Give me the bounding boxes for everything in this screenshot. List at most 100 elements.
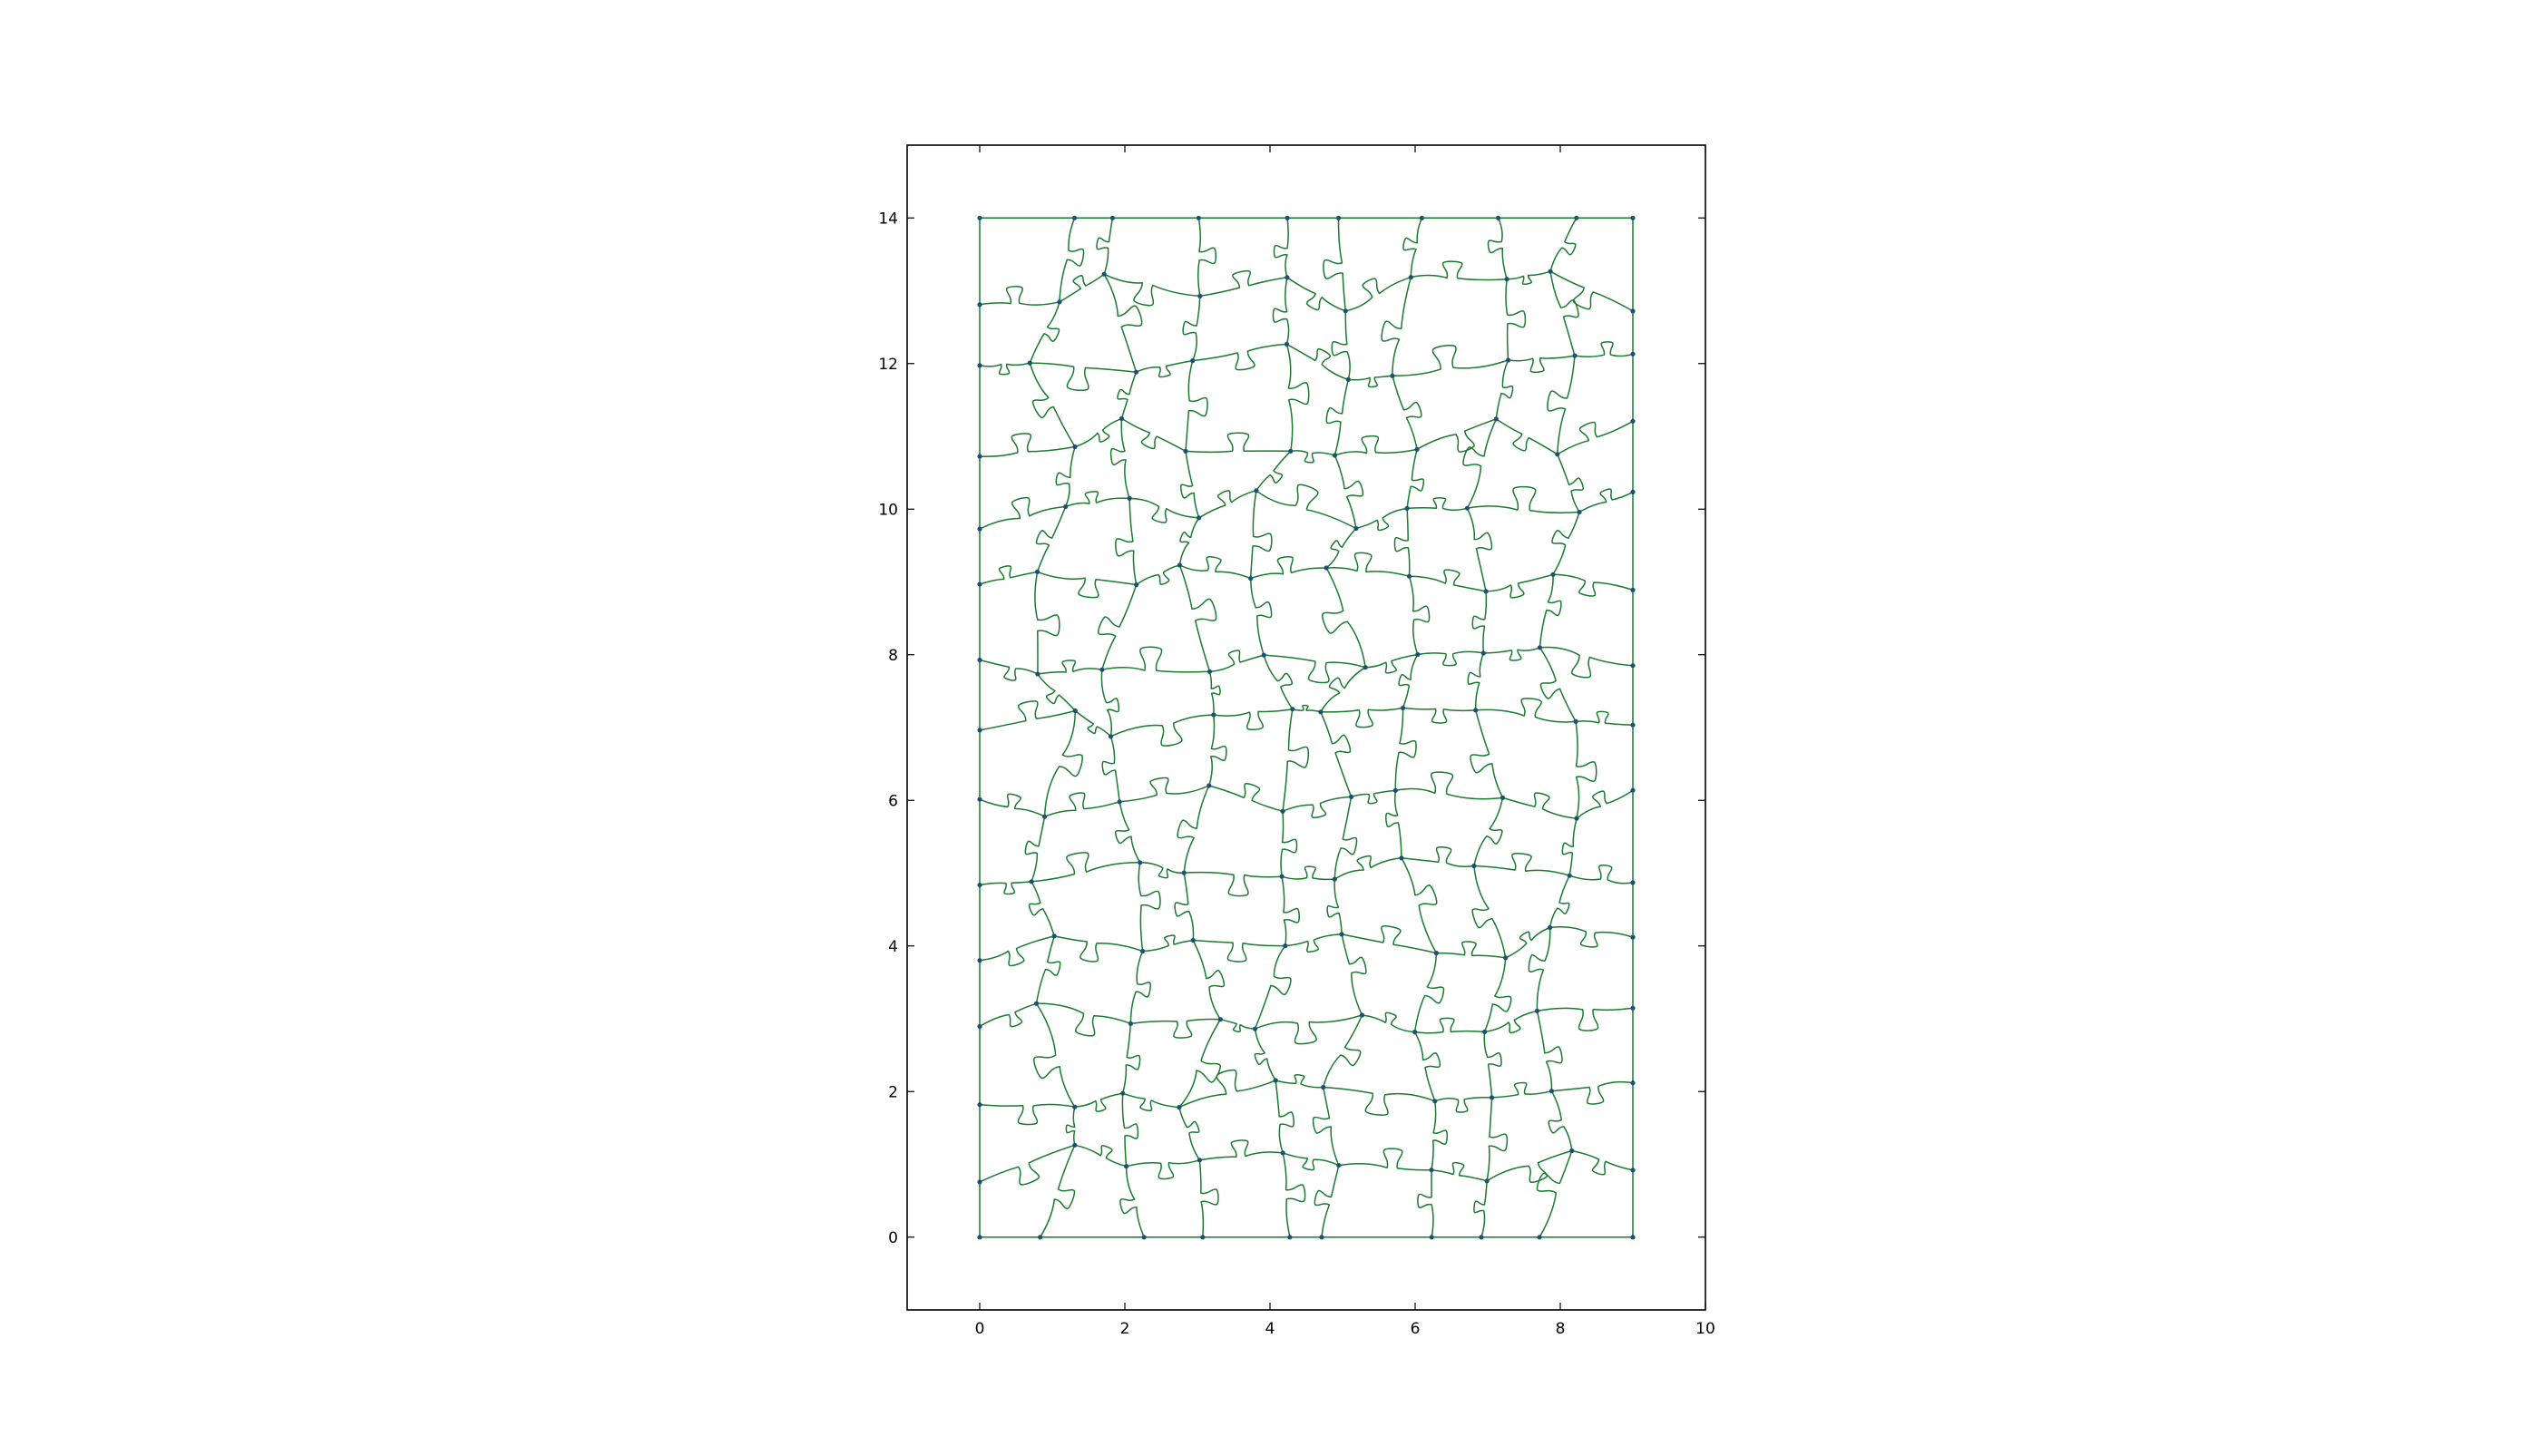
horizontal-edge — [979, 935, 1055, 967]
vertical-edge — [1561, 818, 1578, 876]
horizontal-edge — [1126, 1159, 1200, 1180]
horizontal-edge — [1036, 1002, 1131, 1037]
vertical-edge — [1413, 1031, 1441, 1102]
vertex-point — [1177, 562, 1182, 568]
vertex-point — [1353, 525, 1359, 532]
horizontal-edge — [979, 496, 1066, 530]
vertex-point — [1574, 215, 1579, 220]
vertex-point — [1429, 1235, 1434, 1240]
horizontal-edge — [979, 659, 1039, 681]
vertex-point — [1072, 708, 1078, 714]
vertical-edge — [1402, 218, 1423, 278]
vertex-point — [1630, 722, 1636, 728]
horizontal-edge — [1407, 497, 1468, 512]
vertical-edge — [1320, 667, 1366, 713]
vertical-edge — [1275, 1080, 1294, 1154]
vertex-point — [1343, 308, 1348, 314]
vertical-edge — [1065, 1107, 1076, 1146]
vertical-edge — [1103, 273, 1143, 373]
vertex-point — [1038, 1235, 1043, 1240]
vertex-point — [1071, 215, 1078, 220]
vertical-edge — [1129, 951, 1151, 1024]
horizontal-edge — [1484, 1010, 1538, 1034]
vertex-point — [1119, 415, 1125, 421]
horizontal-edge — [1392, 345, 1509, 377]
vertex-point — [1479, 1235, 1484, 1240]
horizontal-edge — [1178, 1069, 1276, 1109]
horizontal-edge — [1285, 933, 1343, 953]
vertex-point — [1630, 787, 1636, 793]
x-tick-label: 8 — [1556, 1320, 1566, 1338]
y-tick-label: 8 — [888, 647, 898, 665]
vertex-point — [1429, 1168, 1434, 1173]
horizontal-edge — [979, 286, 1060, 306]
vertical-edge — [1314, 1165, 1340, 1237]
vertical-edge — [1312, 1087, 1340, 1166]
vertex-point — [1197, 515, 1202, 521]
vertex-point — [1339, 932, 1344, 937]
vertical-edge — [1381, 277, 1412, 376]
vertical-edge — [1100, 669, 1120, 737]
horizontal-edge — [1338, 1148, 1432, 1171]
vertical-edge — [1467, 652, 1485, 710]
horizontal-edge — [1101, 646, 1210, 673]
horizontal-edge — [1122, 1092, 1179, 1112]
vertex-point — [977, 1235, 982, 1240]
vertical-edge — [1408, 575, 1431, 655]
vertex-point — [1574, 816, 1579, 821]
horizontal-edge — [1198, 490, 1257, 519]
vertex-point — [1464, 505, 1470, 511]
vertex-point — [977, 1179, 982, 1185]
vertex-point — [1500, 795, 1506, 801]
vertex-point — [1280, 1150, 1285, 1156]
horizontal-edge — [1362, 1011, 1415, 1033]
vertex-point — [977, 1023, 982, 1030]
vertical-edge — [1473, 1180, 1488, 1238]
horizontal-edge — [1193, 939, 1285, 963]
horizontal-edge — [1184, 871, 1283, 897]
horizontal-edge — [1348, 375, 1393, 388]
vertex-point — [1484, 1178, 1490, 1184]
vertex-point — [1572, 353, 1578, 358]
vertex-point — [1504, 277, 1509, 282]
vertical-edge — [1254, 945, 1292, 1030]
horizontal-edge — [1074, 709, 1112, 738]
vertex-point — [1133, 369, 1139, 375]
vertex-point — [977, 363, 982, 368]
horizontal-edge — [1103, 273, 1200, 307]
vertex-point — [1261, 652, 1266, 658]
horizontal-edge — [1074, 1144, 1127, 1168]
vertex-point — [1401, 705, 1406, 711]
vertical-edge — [1272, 277, 1290, 345]
vertex-point — [1630, 308, 1636, 314]
vertical-edge — [1178, 1107, 1201, 1161]
horizontal-edge — [1320, 707, 1403, 728]
axis-ticks: 0 2 4 6 8 10 0 2 4 6 8 10 12 14 — [878, 145, 1715, 1338]
vertical-edge — [1119, 1166, 1145, 1238]
horizontal-edge — [1402, 707, 1476, 724]
vertex-point — [1408, 275, 1413, 280]
vertex-point — [1363, 665, 1368, 670]
vertical-edge — [1413, 953, 1445, 1032]
horizontal-edge — [1467, 485, 1580, 513]
vertical-edge — [1536, 1150, 1573, 1238]
horizontal-edge — [1414, 1017, 1485, 1034]
vertex-point — [1404, 505, 1410, 512]
vertex-point — [977, 1102, 982, 1108]
vertex-point — [1630, 351, 1636, 357]
vertical-edge — [1483, 957, 1512, 1032]
horizontal-edge — [1286, 277, 1346, 312]
horizontal-edge — [979, 793, 1045, 817]
horizontal-edge — [1192, 343, 1287, 371]
x-tick-label: 0 — [975, 1320, 985, 1338]
vertex-point — [1319, 1235, 1324, 1240]
vertex-point — [977, 958, 982, 963]
horizontal-edge — [1119, 777, 1210, 803]
horizontal-edge — [1365, 653, 1418, 674]
vertex-point — [1248, 576, 1254, 581]
vertical-edge — [1401, 857, 1438, 953]
vertical-edge — [1043, 710, 1083, 817]
horizontal-edge — [979, 700, 1076, 731]
vertex-point — [1630, 418, 1636, 424]
x-tick-label: 2 — [1120, 1320, 1130, 1338]
